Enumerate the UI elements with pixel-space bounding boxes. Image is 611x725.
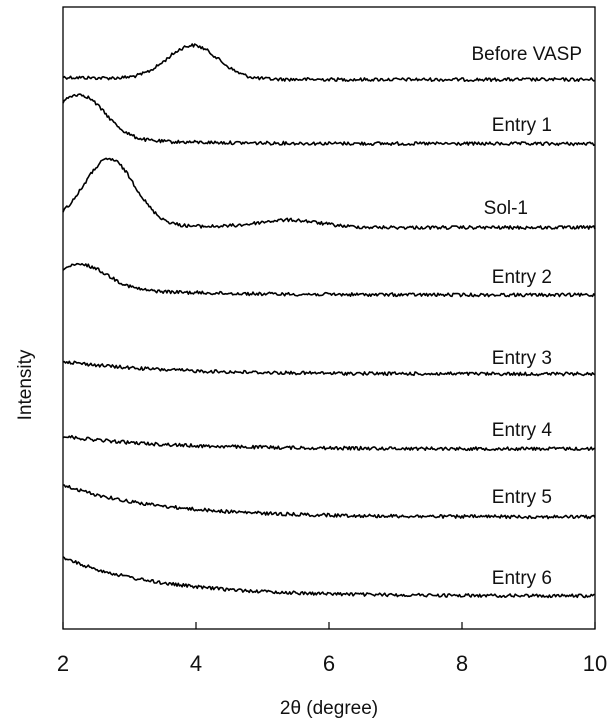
trace-label: Entry 2 — [492, 267, 552, 288]
trace-label: Entry 4 — [492, 420, 553, 441]
trace-label: Entry 5 — [492, 487, 552, 508]
trace-entry-5 — [63, 484, 596, 520]
x-tick-label: 10 — [583, 651, 607, 676]
x-tick-label: 2 — [57, 651, 69, 676]
trace-entry-1 — [62, 93, 596, 147]
x-tick-label: 4 — [190, 651, 202, 676]
x-tick-label: 6 — [323, 651, 335, 676]
trace-label: Sol-1 — [484, 198, 528, 219]
trace-entry-4 — [62, 434, 596, 452]
trace-label: Before VASP — [471, 44, 582, 65]
trace-label: Entry 6 — [492, 568, 552, 589]
trace-group — [62, 43, 596, 599]
trace-entry-6 — [62, 556, 595, 599]
trace-sol-1 — [62, 157, 596, 230]
x-axis-ticks: 2 4 6 8 10 — [57, 622, 607, 676]
trace-entry-2 — [62, 262, 596, 298]
plot-frame — [62, 6, 596, 630]
y-axis-label: Intensity — [15, 349, 36, 420]
x-axis-label: 2θ (degree) — [280, 698, 378, 719]
trace-label-group: Before VASP Entry 1 Sol-1 Entry 2 Entry 3 Ent… — [471, 44, 582, 589]
trace-entry-3 — [62, 360, 596, 377]
trace-label: Entry 3 — [492, 348, 552, 369]
x-tick-label: 8 — [456, 651, 468, 676]
trace-label: Entry 1 — [492, 115, 552, 136]
trace-before-vasp — [62, 43, 596, 83]
